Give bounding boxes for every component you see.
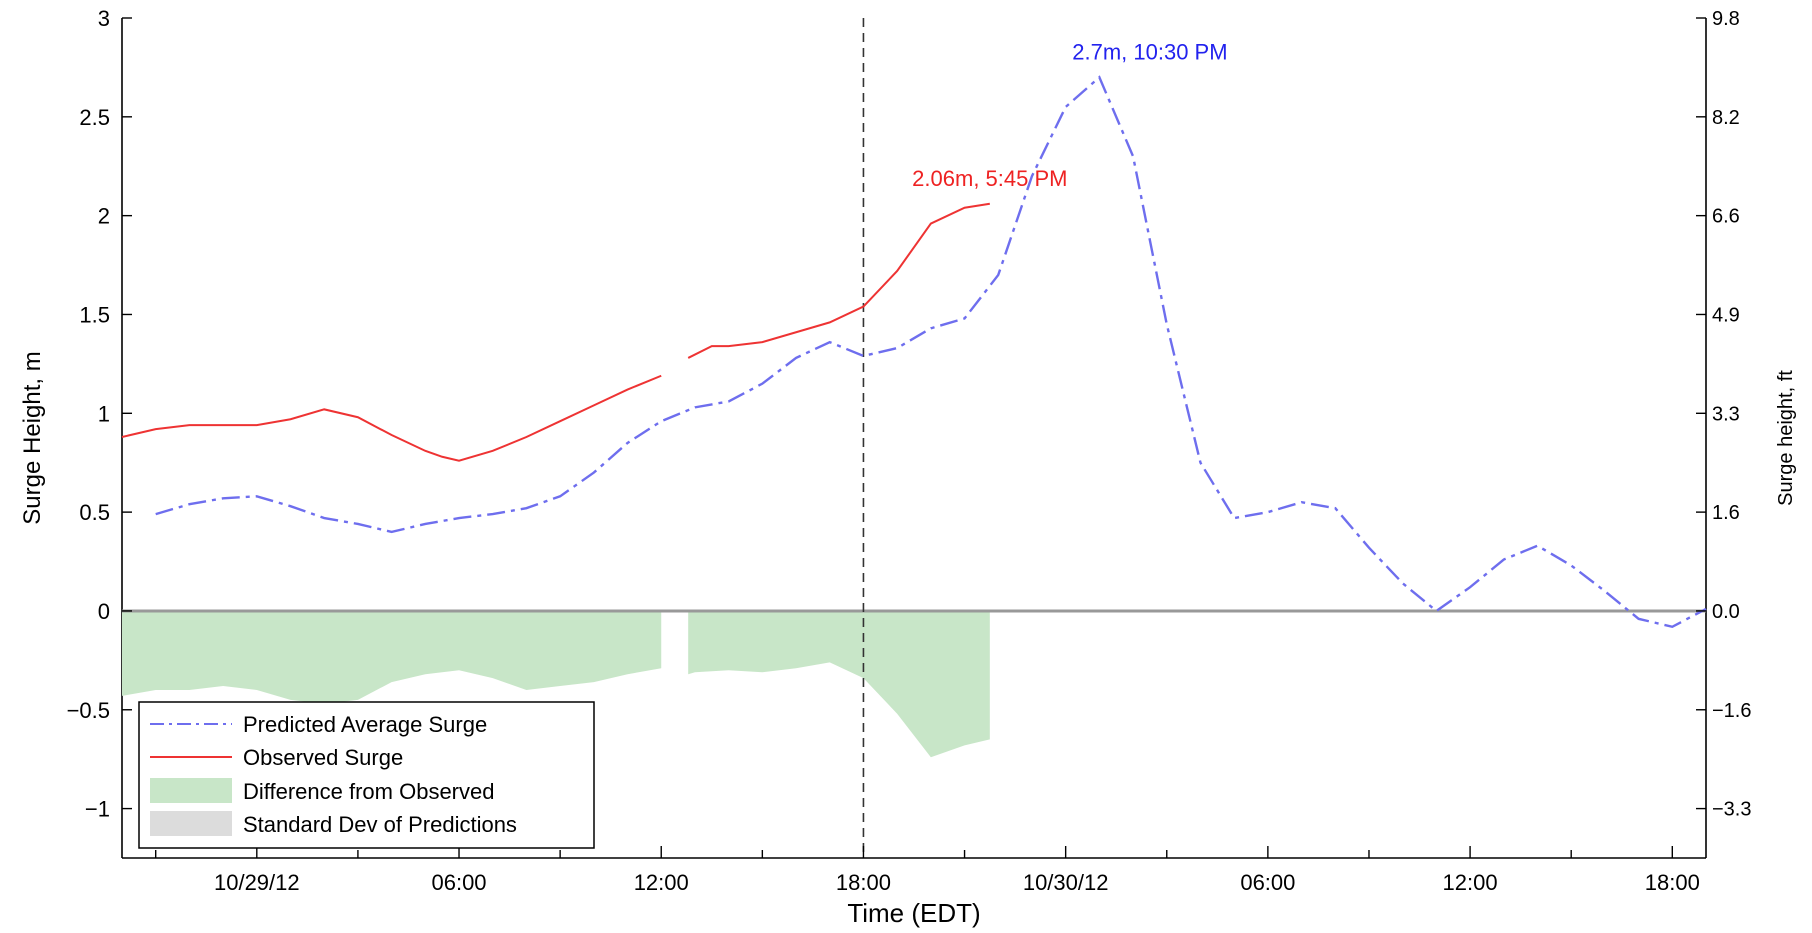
y-tick-label: 1.5 (79, 302, 110, 327)
predicted-series-group (155, 75, 1707, 629)
y-tick-label-right: −3.3 (1712, 799, 1751, 821)
y-tick-label: 0.5 (79, 500, 110, 525)
y-tick-label: 2.5 (79, 105, 110, 130)
y-tick-label-right: 6.6 (1712, 206, 1740, 228)
tick-group: −1 −0.5 0 0.5 1 1.5 2 2.5 3 −3.3 −1.6 0.0 1.6 3.3 4.9 6… (67, 6, 1752, 895)
observed-series-group (121, 202, 990, 462)
difference-area-group (122, 610, 990, 758)
x-tick-label: 10/30/12 (1023, 870, 1109, 895)
observed-surge-line-0 (121, 374, 662, 462)
x-tick-label: 10/29/12 (214, 870, 300, 895)
x-tick-label: 18:00 (1645, 870, 1700, 895)
legend-stddev-label: Standard Dev of Predictions (243, 812, 517, 837)
observed-surge-line-1 (687, 202, 990, 359)
peak-annotation-1: 2.7m, 10:30 PM (1072, 39, 1227, 64)
y-tick-label: 2 (98, 204, 110, 229)
y-tick-label: −0.5 (67, 698, 110, 723)
legend-difference-swatch (150, 778, 232, 803)
legend-stddev-swatch (150, 811, 232, 836)
x-tick-label: 12:00 (1443, 870, 1498, 895)
y-tick-label-right: 0.0 (1712, 601, 1740, 623)
y-tick-label-right: 8.2 (1712, 107, 1740, 129)
y-tick-label-right: −1.6 (1712, 700, 1751, 722)
y-tick-label: 0 (98, 599, 110, 624)
y-tick-label: −1 (85, 797, 110, 822)
legend-observed-label: Observed Surge (243, 745, 403, 770)
legend: Predicted Average Surge Observed Surge D… (138, 701, 595, 849)
peak-annotation-0: 2.06m, 5:45 PM (912, 166, 1067, 191)
x-tick-label: 06:00 (431, 870, 486, 895)
y-axis-label: Surge Height, m (19, 351, 46, 524)
y-tick-label: 3 (98, 6, 110, 31)
y-tick-label: 1 (98, 401, 110, 426)
difference-area-1 (688, 610, 990, 758)
legend-predicted-label: Predicted Average Surge (243, 712, 487, 737)
y-tick-label-right: 9.8 (1712, 8, 1740, 30)
difference-area-0 (122, 610, 662, 704)
x-axis-label: Time (EDT) (847, 898, 980, 928)
y-tick-label-right: 1.6 (1712, 502, 1740, 524)
y-tick-label-right: 4.9 (1712, 304, 1740, 326)
x-tick-label: 12:00 (634, 870, 689, 895)
legend-difference-label: Difference from Observed (243, 779, 494, 804)
annotation-group: 2.06m, 5:45 PM 2.7m, 10:30 PM (912, 39, 1227, 190)
y-axis-label-right: Surge height, ft (1775, 370, 1797, 506)
x-tick-label: 06:00 (1240, 870, 1295, 895)
predicted-surge-line (155, 75, 1707, 629)
x-tick-label: 18:00 (836, 870, 891, 895)
y-tick-label-right: 3.3 (1712, 403, 1740, 425)
